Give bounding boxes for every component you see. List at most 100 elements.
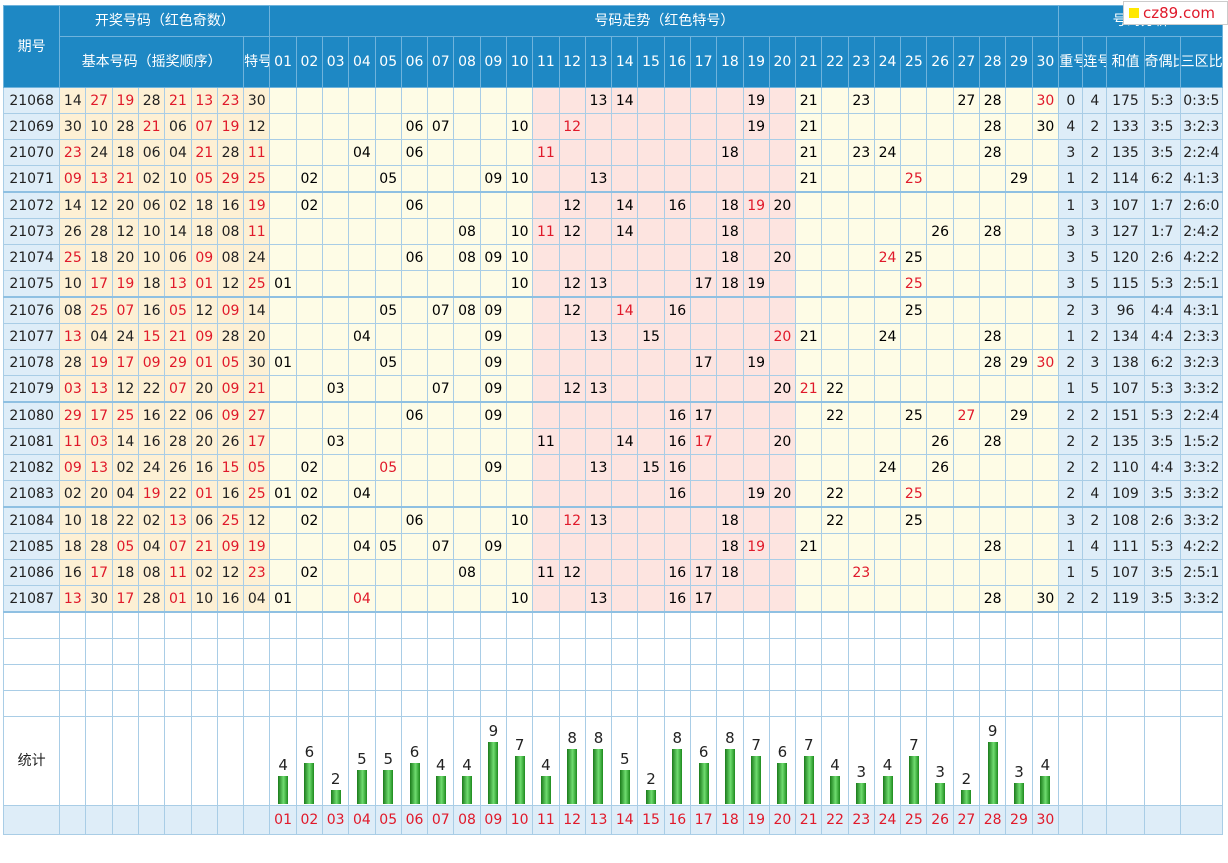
stat-cell: 4 [532,716,560,806]
blank-cell [216,664,245,691]
basic-number: 10 [59,506,87,534]
trend-cell [716,349,744,376]
blank-cell [637,611,665,639]
footer-number: 06 [400,805,429,835]
trend-cell [558,139,586,166]
trend-cell [453,113,481,140]
trend-cell [322,87,350,114]
trend-cell [637,296,665,324]
trend-cell [558,480,586,508]
basic-number: 09 [190,323,218,350]
zone-cell: 3:3:2 [1179,454,1224,481]
odd-even-cell: 3:5 [1143,428,1181,455]
blank-cell [532,664,560,691]
trend-cell [952,454,981,481]
odd-even-cell: 1:7 [1143,218,1181,245]
trend-cell: 28 [979,349,1007,376]
footer-empty-cell [1082,805,1108,835]
trend-cell [295,401,324,429]
blank-cell [322,611,350,639]
basic-number: 09 [216,375,245,403]
blank-cell [111,638,140,665]
trend-cell: 13 [584,87,613,114]
blank-cell [768,638,797,665]
trend-cell [269,533,297,560]
basic-number: 20 [190,375,218,403]
trend-cell [689,139,718,166]
bar-value-label: 8 [725,729,735,747]
blank-cell [164,690,192,717]
special-number: 25 [243,480,271,508]
trend-cell: 28 [979,113,1007,140]
trend-cell: 22 [821,401,849,429]
trend-cell [322,454,350,481]
footer-number: 03 [322,805,350,835]
trend-cell: 15 [637,323,665,350]
blank-cell [374,638,402,665]
trend-cell [322,480,350,508]
footer-empty-cell [138,805,166,835]
basic-number: 12 [85,191,113,219]
footer-empty-cell [1179,805,1224,835]
special-number: 19 [243,191,271,219]
trend-cell [479,585,507,613]
blank-cell [190,611,218,639]
trend-cell: 22 [821,506,849,534]
trend-cell [795,585,823,613]
trend-cell: 06 [400,139,429,166]
trend-cell [479,191,507,219]
trend-cell: 23 [847,559,875,586]
trend-cell [348,454,376,481]
trend-cell [795,480,823,508]
period-cell: 21069 [2,113,61,140]
trend-cell [900,533,928,560]
trend-cell: 06 [400,401,429,429]
trend-cell [952,218,981,245]
trend-cell [611,270,639,298]
blank-cell [348,664,376,691]
trend-cell [374,559,402,586]
trend-cell: 06 [400,244,429,271]
trend-cell [873,270,902,298]
trend-cell: 10 [505,270,534,298]
sum-cell: 120 [1106,244,1145,271]
trend-cell: 13 [584,375,613,403]
trend-cell [295,428,324,455]
trend-cell [742,559,770,586]
period-cell: 21068 [2,87,61,114]
stat-cell: 3 [926,716,954,806]
trend-cell [847,270,875,298]
stat-cell: 4 [873,716,902,806]
bar-value-label: 4 [1040,756,1051,774]
sum-cell: 138 [1106,349,1145,376]
sum-cell: 108 [1106,506,1145,534]
trend-col-header-02: 02 [295,36,324,88]
trend-cell: 12 [558,218,586,245]
trend-cell [900,428,928,455]
trend-cell [952,559,981,586]
basic-number: 19 [85,349,113,376]
trend-col-header-12: 12 [558,36,586,88]
trend-cell [768,87,797,114]
trend-cell: 25 [900,165,928,193]
basic-number: 05 [164,296,192,324]
trend-cell [348,506,376,534]
trend-cell [427,165,455,193]
frequency-bar [803,756,814,804]
site-logo[interactable]: cz89.com [1123,1,1228,25]
trend-cell [532,165,560,193]
blank-cell [1005,638,1033,665]
trend-cell [979,480,1007,508]
blank-cell [1031,690,1060,717]
frequency-bar [856,783,867,804]
trend-cell: 05 [374,296,402,324]
trend-col-header-06: 06 [400,36,429,88]
trend-cell [584,139,613,166]
trend-cell [689,244,718,271]
basic-number: 15 [216,454,245,481]
trend-cell [322,270,350,298]
frequency-bar [882,776,893,804]
trend-cell: 04 [348,585,376,613]
trend-cell [348,428,376,455]
blank-cell [532,690,560,717]
